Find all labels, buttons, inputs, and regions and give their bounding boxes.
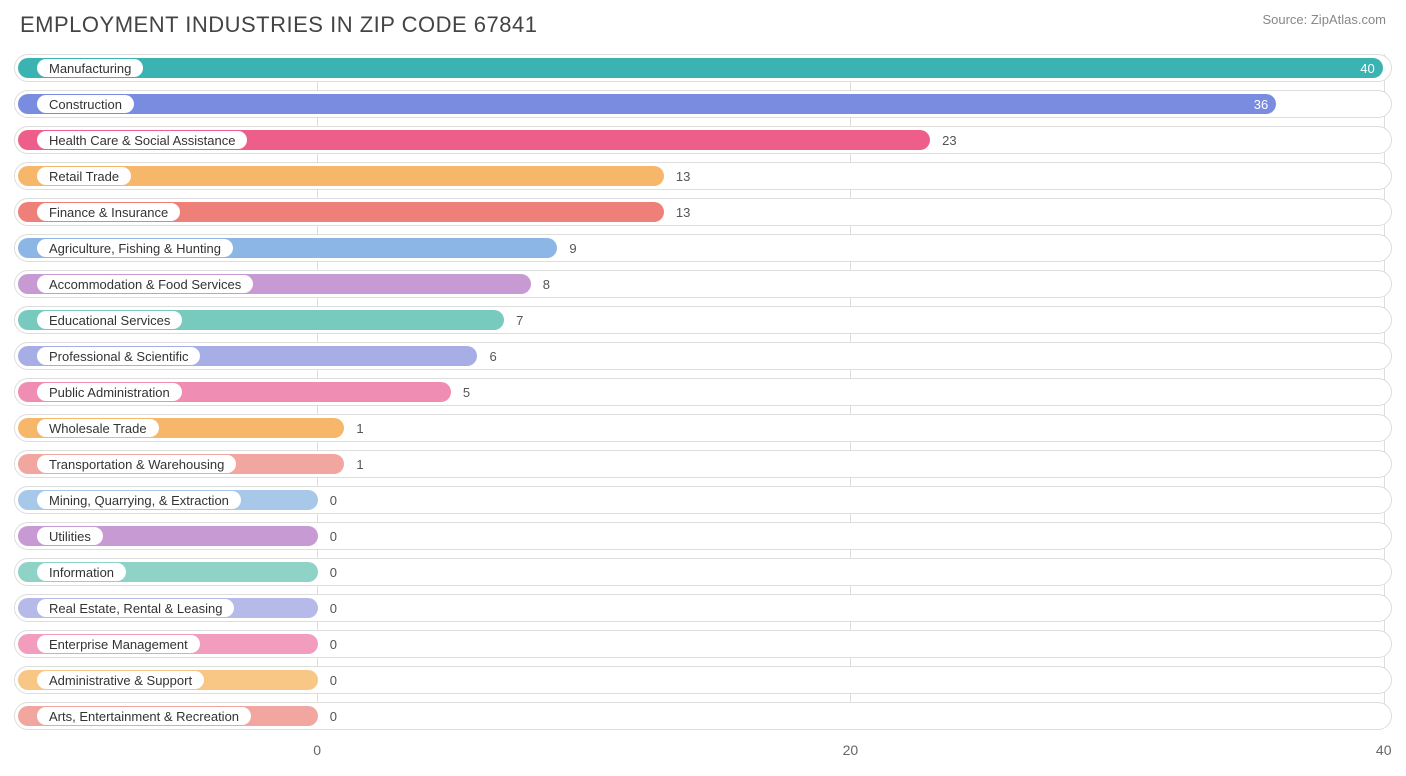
bar-label: Transportation & Warehousing	[37, 455, 236, 473]
bar-value: 40	[1360, 55, 1374, 81]
x-axis: 0 20 40	[14, 738, 1392, 762]
bar-fill	[18, 94, 1276, 114]
bar-row: Finance & Insurance 13	[14, 198, 1392, 226]
bar-value: 7	[504, 307, 523, 333]
bar-value: 1	[344, 451, 363, 477]
bar-label: Mining, Quarrying, & Extraction	[37, 491, 241, 509]
bar-row: Information 0	[14, 558, 1392, 586]
bar-value: 8	[531, 271, 550, 297]
chart-title: EMPLOYMENT INDUSTRIES IN ZIP CODE 67841	[20, 12, 538, 38]
bar-value: 0	[318, 523, 337, 549]
bar-value: 9	[557, 235, 576, 261]
bar-value: 13	[664, 199, 690, 225]
bar-value: 0	[318, 595, 337, 621]
bar-row: Accommodation & Food Services 8	[14, 270, 1392, 298]
bar-value: 13	[664, 163, 690, 189]
bar-value: 6	[477, 343, 496, 369]
bar-row: Enterprise Management 0	[14, 630, 1392, 658]
x-tick-label: 40	[1376, 742, 1392, 758]
chart-area: Manufacturing 40 Construction 36 Health Care…	[14, 54, 1392, 754]
bar-list: Manufacturing 40 Construction 36 Health Care…	[14, 54, 1392, 730]
bar-value: 0	[318, 559, 337, 585]
chart-header: EMPLOYMENT INDUSTRIES IN ZIP CODE 67841 …	[0, 0, 1406, 44]
bar-label: Utilities	[37, 527, 103, 545]
bar-label: Administrative & Support	[37, 671, 204, 689]
bar-label: Wholesale Trade	[37, 419, 159, 437]
bar-label: Manufacturing	[37, 59, 143, 77]
bar-label: Construction	[37, 95, 134, 113]
bar-label: Retail Trade	[37, 167, 131, 185]
bar-label: Arts, Entertainment & Recreation	[37, 707, 251, 725]
bar-label: Information	[37, 563, 126, 581]
bar-label: Accommodation & Food Services	[37, 275, 253, 293]
bar-label: Real Estate, Rental & Leasing	[37, 599, 234, 617]
bar-row: Educational Services 7	[14, 306, 1392, 334]
bar-label: Health Care & Social Assistance	[37, 131, 247, 149]
bar-row: Public Administration 5	[14, 378, 1392, 406]
bar-label: Agriculture, Fishing & Hunting	[37, 239, 233, 257]
bar-row: Professional & Scientific 6	[14, 342, 1392, 370]
bar-label: Professional & Scientific	[37, 347, 200, 365]
bar-value: 36	[1254, 91, 1268, 117]
bar-row: Real Estate, Rental & Leasing 0	[14, 594, 1392, 622]
bar-row: Arts, Entertainment & Recreation 0	[14, 702, 1392, 730]
bar-row: Manufacturing 40	[14, 54, 1392, 82]
bar-label: Public Administration	[37, 383, 182, 401]
bar-row: Administrative & Support 0	[14, 666, 1392, 694]
bar-value: 0	[318, 703, 337, 729]
bar-row: Utilities 0	[14, 522, 1392, 550]
bar-label: Finance & Insurance	[37, 203, 180, 221]
bar-value: 0	[318, 487, 337, 513]
bar-label: Enterprise Management	[37, 635, 200, 653]
bar-row: Agriculture, Fishing & Hunting 9	[14, 234, 1392, 262]
x-tick-label: 0	[313, 742, 321, 758]
bar-row: Mining, Quarrying, & Extraction 0	[14, 486, 1392, 514]
bar-value: 23	[930, 127, 956, 153]
bar-row: Health Care & Social Assistance 23	[14, 126, 1392, 154]
bar-value: 1	[344, 415, 363, 441]
x-tick-label: 20	[843, 742, 859, 758]
bar-label: Educational Services	[37, 311, 182, 329]
chart-source: Source: ZipAtlas.com	[1262, 12, 1386, 27]
bar-row: Construction 36	[14, 90, 1392, 118]
bar-row: Transportation & Warehousing 1	[14, 450, 1392, 478]
bar-row: Wholesale Trade 1	[14, 414, 1392, 442]
bar-value: 0	[318, 631, 337, 657]
bar-value: 0	[318, 667, 337, 693]
bar-value: 5	[451, 379, 470, 405]
bar-row: Retail Trade 13	[14, 162, 1392, 190]
bar-fill	[18, 58, 1383, 78]
